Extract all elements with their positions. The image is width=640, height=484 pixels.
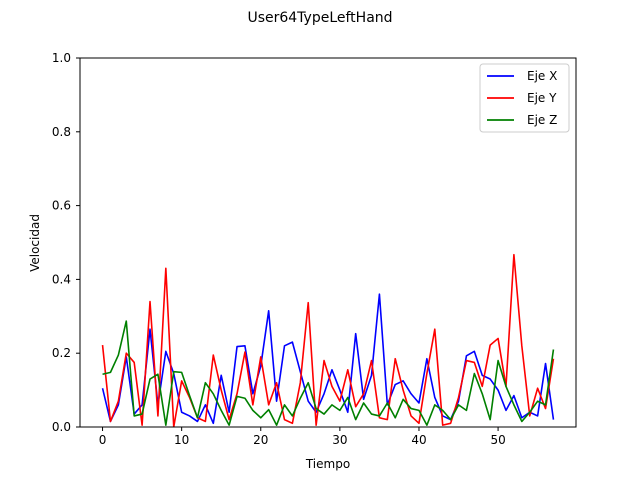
legend: Eje X Eje Y Eje Z — [479, 63, 570, 133]
x-tick-label: 40 — [411, 433, 426, 447]
x-tick-label: 20 — [253, 433, 268, 447]
y-tick-label: 0.2 — [52, 346, 71, 360]
series-line-2 — [101, 253, 555, 427]
chart-title: User64TypeLeftHand — [247, 10, 392, 26]
y-tick-label: 0.4 — [52, 272, 71, 286]
plot-frame — [79, 57, 577, 428]
series-line-3 — [102, 320, 555, 426]
axes: 0 10 20 30 40 50 0.0 0.2 0.4 0.6 0.8 1.0 — [52, 51, 577, 447]
x-tick-label: 30 — [332, 433, 347, 447]
plot-area — [101, 253, 555, 427]
x-tick-label: 10 — [174, 433, 189, 447]
x-tick-label: 50 — [490, 433, 505, 447]
y-tick-label: 1.0 — [52, 51, 71, 65]
legend-label: Eje Z — [527, 113, 557, 127]
y-tick-label: 0.6 — [52, 199, 71, 213]
y-tick-label: 0.0 — [52, 420, 71, 434]
x-tick-label: 0 — [99, 433, 107, 447]
legend-label: Eje X — [527, 69, 557, 83]
series-line-1 — [101, 293, 555, 425]
y-axis-label: Velocidad — [28, 214, 42, 272]
y-tick-label: 0.8 — [52, 125, 71, 139]
x-axis-label: Tiempo — [305, 457, 350, 471]
legend-box — [479, 63, 570, 133]
legend-label: Eje Y — [527, 91, 557, 105]
